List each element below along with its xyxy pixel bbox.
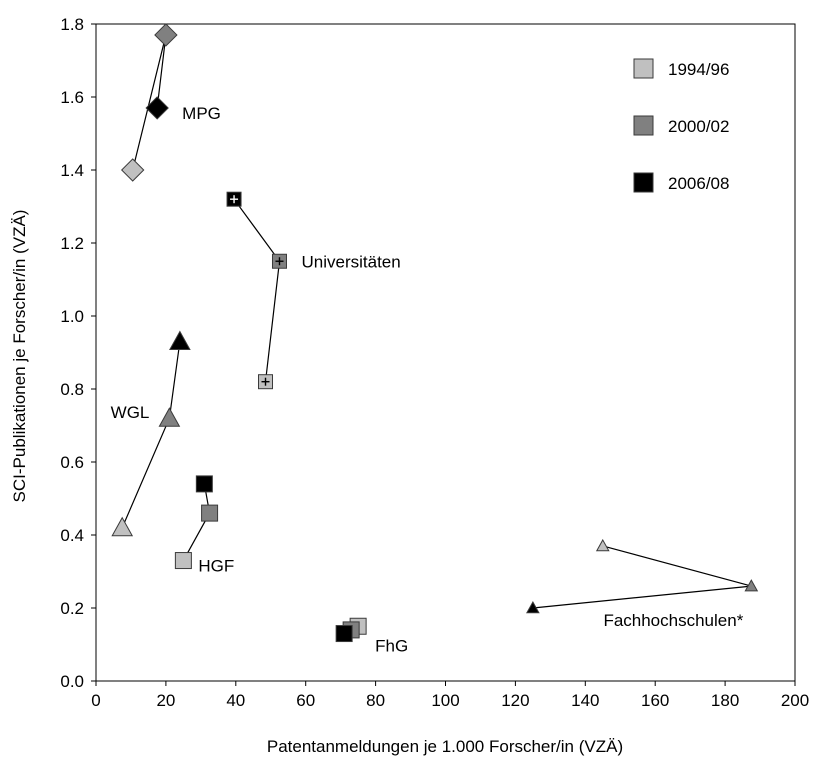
y-tick-label: 0.4 <box>60 526 84 545</box>
y-tick-label: 0.0 <box>60 672 84 691</box>
x-tick-label: 100 <box>431 691 459 710</box>
x-tick-label: 180 <box>711 691 739 710</box>
x-tick-label: 140 <box>571 691 599 710</box>
point-wgl-2000-02 <box>158 407 181 427</box>
y-tick-label: 0.6 <box>60 453 84 472</box>
x-axis-title: Patentanmeldungen je 1.000 Forscher/in (… <box>267 737 623 756</box>
series-label-mpg: MPG <box>182 104 221 123</box>
point-hgf-1994-96 <box>174 552 192 570</box>
point-universitäten-2000-02 <box>271 253 287 269</box>
y-tick-label: 1.8 <box>60 15 84 34</box>
series-line-universitäten <box>233 198 281 382</box>
series-labels: MPG Universitäten WGL HGF FhG Fachhochschulen… <box>111 104 744 655</box>
point-fhg-2006-08 <box>335 625 353 643</box>
point-universitäten-1994-96 <box>258 374 274 390</box>
legend-swatch-1994-96 <box>633 58 654 79</box>
point-wgl-1994-96 <box>111 516 134 537</box>
series-label-fachhochschulen: Fachhochschulen* <box>603 611 743 630</box>
series-label-universitäten: Universitäten <box>301 252 400 271</box>
series-line-wgl <box>121 341 181 528</box>
y-tick-label: 0.8 <box>60 380 84 399</box>
point-universitäten-2006-08 <box>226 191 242 207</box>
legend-label-2000-02: 2000/02 <box>668 117 729 136</box>
data-points <box>111 23 759 643</box>
axes: 0 20 40 60 80 100 120 140 160 180 200 0.0 0.2 0.4 0.6 0… <box>60 15 809 710</box>
point-mpg-1994-96 <box>120 158 145 182</box>
legend-swatch-2000-02 <box>633 115 654 136</box>
point-mpg-2006-08 <box>145 96 169 120</box>
series-line-fachhochschulen <box>532 545 752 609</box>
y-tick-label: 1.6 <box>60 88 84 107</box>
series-label-hgf: HGF <box>198 557 234 576</box>
legend: 1994/96 2000/02 2006/08 <box>633 58 729 193</box>
point-fachhochschulen-2006-08 <box>526 600 540 614</box>
series-line-hgf <box>182 483 211 561</box>
x-tick-label: 200 <box>781 691 809 710</box>
x-tick-label: 60 <box>296 691 315 710</box>
y-tick-label: 1.4 <box>60 161 84 180</box>
series-label-wgl: WGL <box>111 403 150 422</box>
x-tick-label: 40 <box>226 691 245 710</box>
legend-label-1994-96: 1994/96 <box>668 60 729 79</box>
legend-swatch-2006-08 <box>633 172 654 193</box>
y-tick-label: 0.2 <box>60 599 84 618</box>
point-hgf-2006-08 <box>195 475 213 493</box>
point-wgl-2006-08 <box>169 330 191 351</box>
y-tick-label: 1.0 <box>60 307 84 326</box>
series-label-fhg: FhG <box>375 636 408 655</box>
point-hgf-2000-02 <box>201 504 219 522</box>
x-tick-label: 80 <box>366 691 385 710</box>
x-tick-label: 0 <box>91 691 100 710</box>
y-axis-title: SCI-Publikationen je Forscher/in (VZÄ) <box>10 210 29 503</box>
x-tick-label: 20 <box>156 691 175 710</box>
legend-label-2006-08: 2006/08 <box>668 174 729 193</box>
point-mpg-2000-02 <box>154 23 178 47</box>
x-tick-label: 120 <box>501 691 529 710</box>
point-fachhochschulen-1994-96 <box>595 538 610 552</box>
y-tick-label: 1.2 <box>60 234 84 253</box>
x-tick-label: 160 <box>641 691 669 710</box>
point-fachhochschulen-2000-02 <box>744 579 759 592</box>
series-lines <box>121 34 752 635</box>
